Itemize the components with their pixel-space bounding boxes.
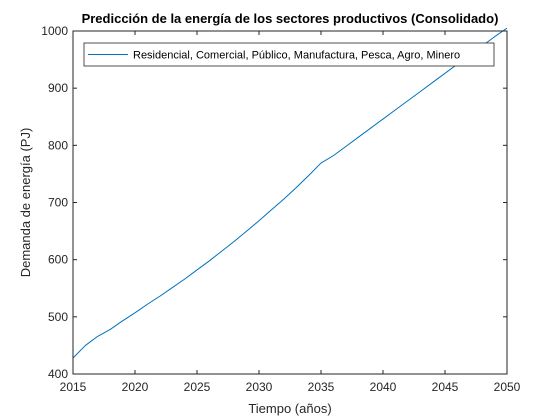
y-tick-label: 700 (48, 196, 68, 210)
y-tick-label: 900 (48, 81, 68, 95)
chart-title: Predicción de la energía de los sectores… (82, 11, 499, 26)
plot-area (73, 31, 507, 374)
x-axis-label: Tiempo (años) (248, 401, 331, 416)
x-tick-label: 2020 (122, 380, 149, 394)
legend-box (83, 42, 495, 67)
x-axis-ticks: 2015 2020 2025 2030 2035 2040 2045 2050 (60, 31, 521, 394)
y-tick-label: 1000 (41, 24, 68, 38)
y-tick-label: 600 (48, 253, 68, 267)
series-layer (72, 27, 508, 359)
y-tick-label: 800 (48, 138, 68, 152)
x-tick-label: 2025 (184, 380, 211, 394)
series-line-0 (72, 27, 508, 359)
legend[interactable]: Residencial, Comercial, Público, Manufac… (83, 42, 495, 67)
x-tick-label: 2035 (308, 380, 335, 394)
x-tick-label: 2050 (494, 380, 521, 394)
x-tick-label: 2015 (60, 380, 87, 394)
y-axis-label: Demanda de energía (PJ) (18, 128, 33, 278)
x-tick-label: 2040 (370, 380, 397, 394)
y-tick-label: 500 (48, 310, 68, 324)
y-tick-label: 400 (48, 367, 68, 381)
legend-entry-label: Residencial, Comercial, Público, Manufac… (133, 50, 460, 62)
x-tick-label: 2045 (432, 380, 459, 394)
y-axis-ticks: 400 500 600 700 800 900 1000 (41, 24, 507, 381)
x-tick-label: 2030 (246, 380, 273, 394)
plot-box (72, 30, 508, 375)
